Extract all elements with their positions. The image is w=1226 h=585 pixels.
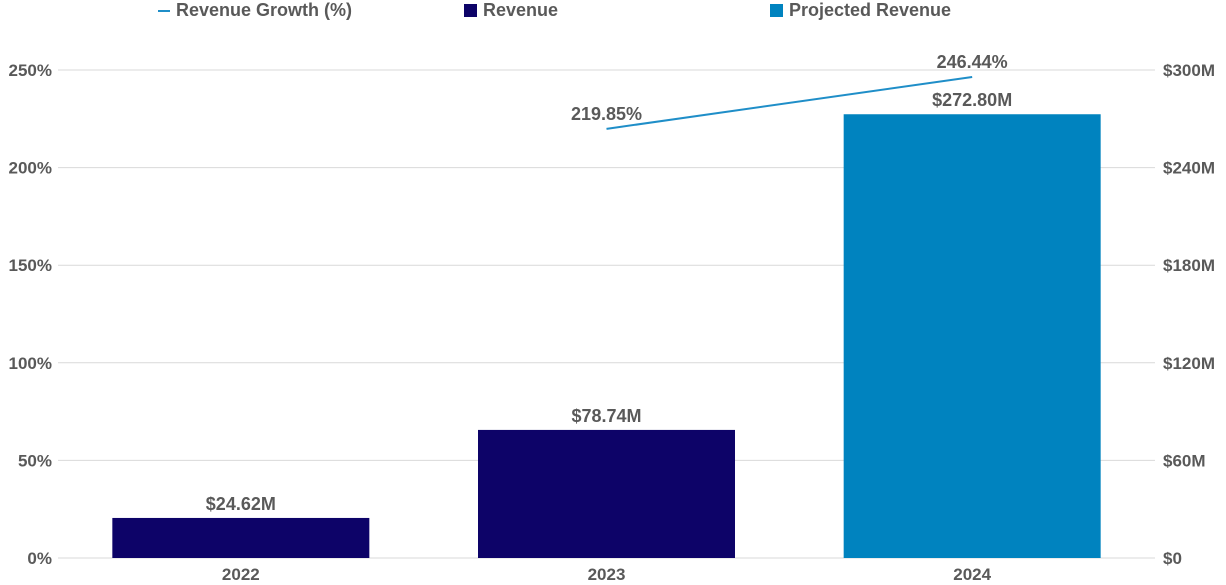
left-axis-tick: 100% [9,354,52,373]
bar-data-label: $272.80M [932,90,1012,110]
right-axis-tick: $120M [1163,354,1215,373]
right-axis-tick: $300M [1163,61,1215,80]
bar-data-label: $24.62M [206,494,276,514]
bar [112,517,370,558]
left-axis-tick: 250% [9,61,52,80]
left-axis-tick: 150% [9,256,52,275]
x-axis-tick: 2022 [222,565,260,584]
line-data-label: 246.44% [937,52,1008,72]
legend-item-projected[interactable]: Projected Revenue [770,0,951,21]
chart-legend: Revenue Growth (%) Revenue Projected Rev… [0,0,1226,22]
legend-line-swatch [158,9,170,12]
bar-data-label: $78.74M [571,406,641,426]
legend-label-growth: Revenue Growth (%) [176,0,353,20]
growth-line [606,75,973,130]
bar [843,114,1101,558]
x-axis-tick: 2023 [588,565,626,584]
legend-label-projected: Projected Revenue [789,0,952,20]
right-axis-tick: $60M [1163,451,1206,470]
left-axis-tick: 0% [27,549,52,568]
legend-label-revenue: Revenue [483,0,559,20]
right-axis-tick: $240M [1163,159,1215,178]
legend-item-revenue[interactable]: Revenue [464,0,558,21]
x-axis-tick: 2024 [953,565,991,584]
right-axis-tick: $180M [1163,256,1215,275]
legend-box-swatch [770,4,783,17]
line-data-label: 219.85% [571,104,642,124]
left-axis-tick: 50% [18,451,52,470]
left-axis-tick: 200% [9,159,52,178]
legend-box-swatch [464,4,477,17]
bar [478,429,735,558]
right-axis-tick: $0 [1163,549,1182,568]
legend-item-growth[interactable]: Revenue Growth (%) [158,0,352,21]
